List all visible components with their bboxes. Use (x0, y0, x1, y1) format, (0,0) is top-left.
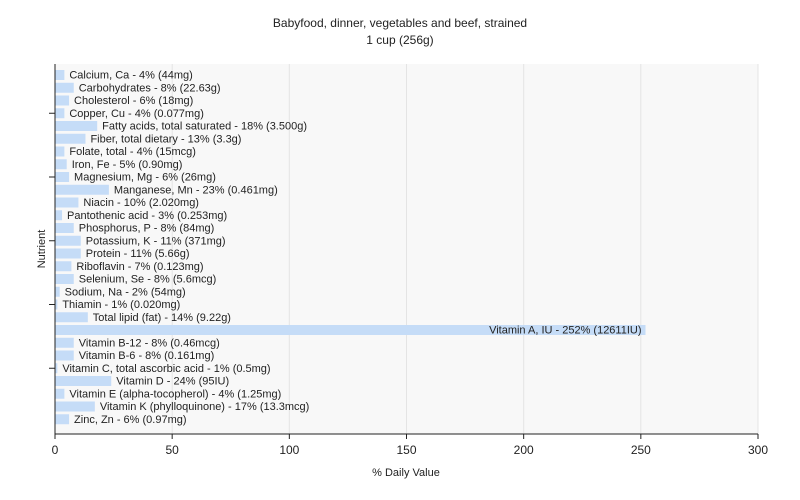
x-tick-label: 200 (514, 443, 534, 457)
x-tick-label: 150 (396, 443, 416, 457)
bar-label: Fiber, total dietary - 13% (3.3g) (90, 133, 241, 145)
bar-label: Pantothenic acid - 3% (0.253mg) (67, 210, 227, 222)
bar (55, 121, 98, 131)
bar-label: Magnesium, Mg - 6% (26mg) (74, 172, 216, 184)
bar-label: Vitamin A, IU - 252% (12611IU) (489, 325, 641, 337)
bar-label: Sodium, Na - 2% (54mg) (65, 286, 186, 298)
bar (55, 133, 86, 144)
bar (55, 312, 88, 323)
bar (55, 82, 74, 93)
bar-label: Zinc, Zn - 6% (0.97mg) (74, 414, 186, 426)
bar (55, 350, 74, 361)
bar (55, 197, 79, 208)
bar (55, 235, 81, 246)
bar-label: Carbohydrates - 8% (22.63g) (79, 82, 221, 94)
bar (55, 388, 65, 399)
bar (55, 95, 70, 106)
x-tick-label: 0 (52, 443, 59, 457)
y-axis-label: Nutrient (36, 230, 48, 269)
bar (55, 376, 112, 386)
bar (55, 210, 63, 221)
bar-label: Phosphorus, P - 8% (84mg) (79, 223, 215, 235)
bar (55, 70, 65, 80)
bar (55, 274, 74, 284)
x-axis-label: % Daily Value (372, 467, 440, 479)
bar-label: Cholesterol - 6% (18mg) (74, 95, 193, 107)
bar (55, 299, 58, 310)
bar-label: Niacin - 10% (2.020mg) (83, 197, 199, 209)
grid-lines (171, 64, 759, 434)
bar-label: Total lipid (fat) - 14% (9.22g) (93, 312, 231, 324)
bar-label: Iron, Fe - 5% (0.90mg) (72, 159, 183, 171)
bar-label: Riboflavin - 7% (0.123mg) (76, 261, 203, 273)
x-tick-label: 250 (631, 443, 651, 457)
bar (55, 363, 58, 374)
bar-label: Fatty acids, total saturated - 18% (3.50… (102, 121, 307, 133)
bar (55, 108, 65, 119)
bar-label: Copper, Cu - 4% (0.077mg) (69, 108, 204, 120)
x-tick-label: 300 (748, 443, 768, 457)
bar (55, 159, 67, 170)
bar-label: Vitamin E (alpha-tocopherol) - 4% (1.25m… (69, 388, 281, 400)
bar-label: Calcium, Ca - 4% (44mg) (69, 70, 192, 82)
bar-group (55, 70, 646, 425)
bar-label: Vitamin C, total ascorbic acid - 1% (0.5… (62, 363, 270, 375)
bar-label: Manganese, Mn - 23% (0.461mg) (114, 184, 278, 196)
bar (55, 414, 70, 425)
bar-label: Vitamin B-12 - 8% (0.46mcg) (79, 337, 220, 349)
bar (55, 261, 72, 272)
bar-label: Potassium, K - 11% (371mg) (86, 235, 226, 247)
axes: 0 50 100 150 200 250 300 (49, 64, 768, 457)
bar (55, 401, 95, 412)
bar (55, 248, 81, 259)
x-tick-label: 100 (279, 443, 299, 457)
bar (55, 325, 646, 335)
bar-label: Thiamin - 1% (0.020mg) (62, 299, 180, 311)
bar-label: Vitamin K (phylloquinone) - 17% (13.3mcg… (100, 401, 310, 413)
bar (55, 172, 70, 182)
chart-subtitle: 1 cup (256g) (366, 33, 433, 47)
bar-label: Folate, total - 4% (15mcg) (69, 146, 196, 158)
bar-label: Vitamin D - 24% (95IU) (116, 376, 229, 388)
bar-label: Selenium, Se - 8% (5.6mcg) (79, 274, 217, 286)
x-tick-label: 50 (165, 443, 179, 457)
bar-label: Vitamin B-6 - 8% (0.161mg) (79, 350, 215, 362)
bar (55, 286, 60, 297)
bar-label: Protein - 11% (5.66g) (86, 248, 190, 260)
bar (55, 146, 65, 157)
bar (55, 337, 74, 348)
chart-title: Babyfood, dinner, vegetables and beef, s… (273, 16, 527, 30)
bar (55, 184, 109, 195)
bar-label-group: Calcium, Ca - 4% (44mg)Carbohydrates - 8… (62, 70, 641, 426)
bar (55, 223, 74, 233)
